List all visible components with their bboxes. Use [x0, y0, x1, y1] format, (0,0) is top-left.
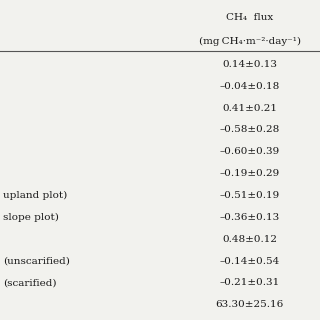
Text: slope plot): slope plot): [3, 213, 59, 222]
Text: (unscarified): (unscarified): [3, 257, 70, 266]
Text: upland plot): upland plot): [3, 191, 68, 200]
Text: 0.41±0.21: 0.41±0.21: [222, 104, 277, 113]
Text: CH₄  flux: CH₄ flux: [226, 13, 273, 22]
Text: –0.21±0.31: –0.21±0.31: [220, 278, 280, 287]
Text: –0.51±0.19: –0.51±0.19: [220, 191, 280, 200]
Text: –0.14±0.54: –0.14±0.54: [220, 257, 280, 266]
Text: –0.19±0.29: –0.19±0.29: [220, 169, 280, 178]
Text: 0.48±0.12: 0.48±0.12: [222, 235, 277, 244]
Text: –0.58±0.28: –0.58±0.28: [220, 125, 280, 134]
Text: –0.60±0.39: –0.60±0.39: [220, 147, 280, 156]
Text: (scarified): (scarified): [3, 278, 57, 287]
Text: –0.36±0.13: –0.36±0.13: [220, 213, 280, 222]
Text: (mg CH₄·m⁻²·day⁻¹): (mg CH₄·m⁻²·day⁻¹): [199, 37, 300, 46]
Text: –0.04±0.18: –0.04±0.18: [220, 82, 280, 91]
Text: 63.30±25.16: 63.30±25.16: [215, 300, 284, 309]
Text: 0.14±0.13: 0.14±0.13: [222, 60, 277, 69]
